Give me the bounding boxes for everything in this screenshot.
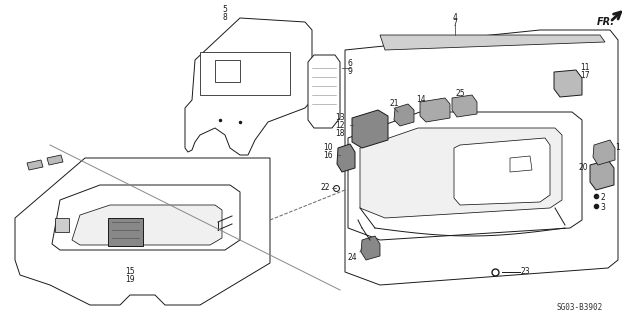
Polygon shape [308,55,340,128]
Polygon shape [337,144,355,172]
Polygon shape [452,95,477,117]
Text: 21: 21 [389,100,399,108]
Text: 10: 10 [323,144,333,152]
Polygon shape [345,30,618,285]
Text: 9: 9 [348,68,353,77]
Text: 8: 8 [223,13,227,23]
Text: 11: 11 [580,63,589,72]
Text: 23: 23 [520,268,530,277]
Polygon shape [352,110,388,148]
Text: 1: 1 [616,143,620,152]
Polygon shape [593,140,615,165]
Polygon shape [215,60,240,82]
Text: 22: 22 [320,183,330,192]
Text: 25: 25 [455,88,465,98]
Polygon shape [420,98,450,122]
Text: 14: 14 [416,95,426,105]
Polygon shape [15,158,270,305]
Text: 13: 13 [335,114,345,122]
Polygon shape [47,155,63,165]
Polygon shape [554,70,582,97]
Text: 2: 2 [600,194,605,203]
Polygon shape [200,52,290,95]
Polygon shape [454,138,550,205]
Polygon shape [72,205,222,245]
Text: 5: 5 [223,5,227,14]
Text: 24: 24 [347,254,357,263]
Text: 4: 4 [452,12,458,21]
Text: 20: 20 [578,164,588,173]
Polygon shape [380,35,605,50]
Text: SG03-B3902: SG03-B3902 [557,303,603,313]
Polygon shape [590,160,614,190]
Text: 16: 16 [323,152,333,160]
Polygon shape [108,218,143,246]
Text: 18: 18 [335,130,345,138]
Polygon shape [52,185,240,250]
Polygon shape [27,160,43,170]
Polygon shape [348,112,582,240]
Text: 7: 7 [452,19,458,28]
Polygon shape [394,104,414,126]
Text: 6: 6 [348,60,353,69]
Polygon shape [361,236,380,260]
Text: 15: 15 [125,268,135,277]
Text: 17: 17 [580,71,590,80]
Text: 3: 3 [600,204,605,212]
Polygon shape [185,18,312,155]
Polygon shape [55,218,69,232]
Polygon shape [510,156,532,172]
Text: FR.: FR. [597,17,615,27]
Text: 12: 12 [335,122,345,130]
Text: 19: 19 [125,276,135,285]
Polygon shape [360,128,562,218]
